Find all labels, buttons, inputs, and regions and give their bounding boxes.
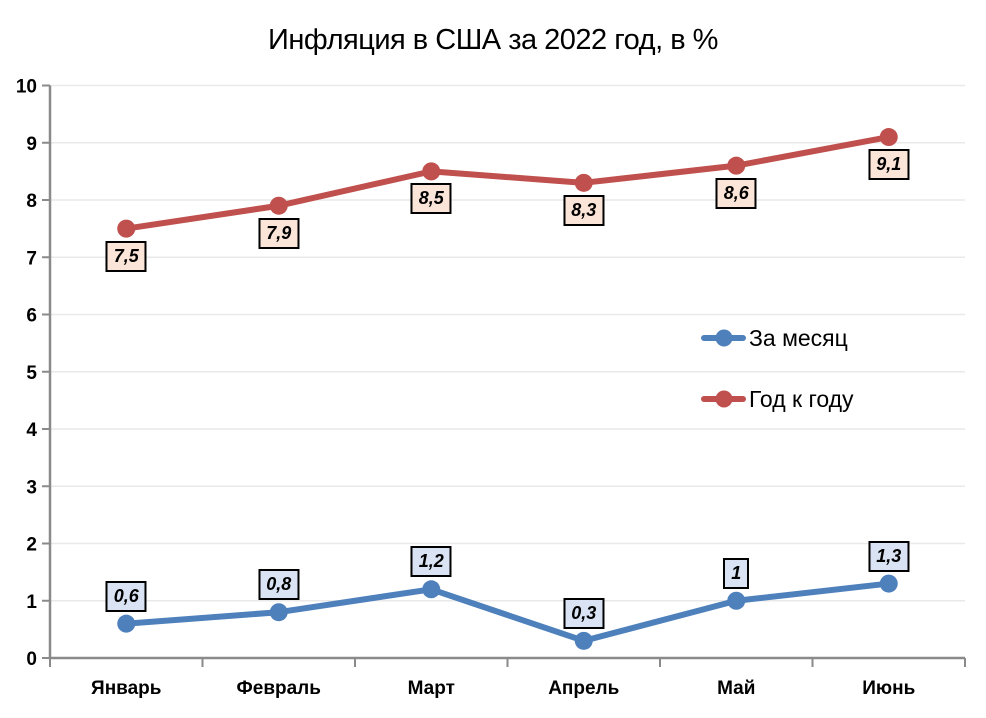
chart-title: Инфляция в США за 2022 год, в % — [268, 24, 718, 56]
y-axis-label: 8 — [26, 191, 37, 212]
data-point — [269, 196, 288, 215]
x-axis-label: Март — [408, 678, 455, 699]
legend-label-yoy: Год к году — [749, 385, 854, 412]
y-axis-label: 3 — [26, 477, 37, 498]
y-axis-label: 6 — [26, 306, 37, 327]
data-point — [117, 219, 136, 238]
legend-item-monthly: За месяц — [701, 321, 854, 355]
y-axis-label: 1 — [26, 592, 37, 613]
y-axis-label: 5 — [26, 363, 37, 384]
data-point — [269, 603, 288, 622]
legend-marker-dot-monthly — [715, 329, 732, 347]
y-axis-label: 9 — [26, 134, 37, 155]
data-point — [422, 580, 441, 599]
series-line — [123, 134, 892, 232]
data-point — [879, 574, 898, 593]
legend-marker-dot-yoy — [715, 390, 732, 408]
x-axis-label: Февраль — [237, 678, 321, 699]
y-axis-label: 0 — [26, 649, 37, 670]
legend-label-monthly: За месяц — [749, 324, 848, 351]
series-line — [123, 580, 892, 644]
y-axis-label: 4 — [26, 420, 37, 441]
y-axis-label: 10 — [16, 77, 37, 98]
data-point — [422, 162, 441, 181]
x-axis-label: Январь — [91, 678, 161, 699]
x-axis-label: Июнь — [862, 678, 915, 699]
data-point — [727, 156, 746, 175]
data-point — [879, 128, 898, 147]
legend-marker-line-yoy — [701, 390, 746, 408]
data-point — [574, 173, 593, 192]
data-point — [117, 614, 136, 633]
legend-item-yoy: Год к году — [701, 382, 854, 416]
legend: За месяц Год к году — [701, 321, 854, 416]
y-axis-label: 7 — [26, 248, 37, 269]
data-point — [727, 591, 746, 610]
y-axis-label: 2 — [26, 535, 37, 556]
data-point — [574, 631, 593, 650]
legend-marker-line-monthly — [701, 329, 746, 347]
x-axis-label: Апрель — [548, 678, 619, 699]
x-axis-label: Май — [717, 678, 755, 699]
